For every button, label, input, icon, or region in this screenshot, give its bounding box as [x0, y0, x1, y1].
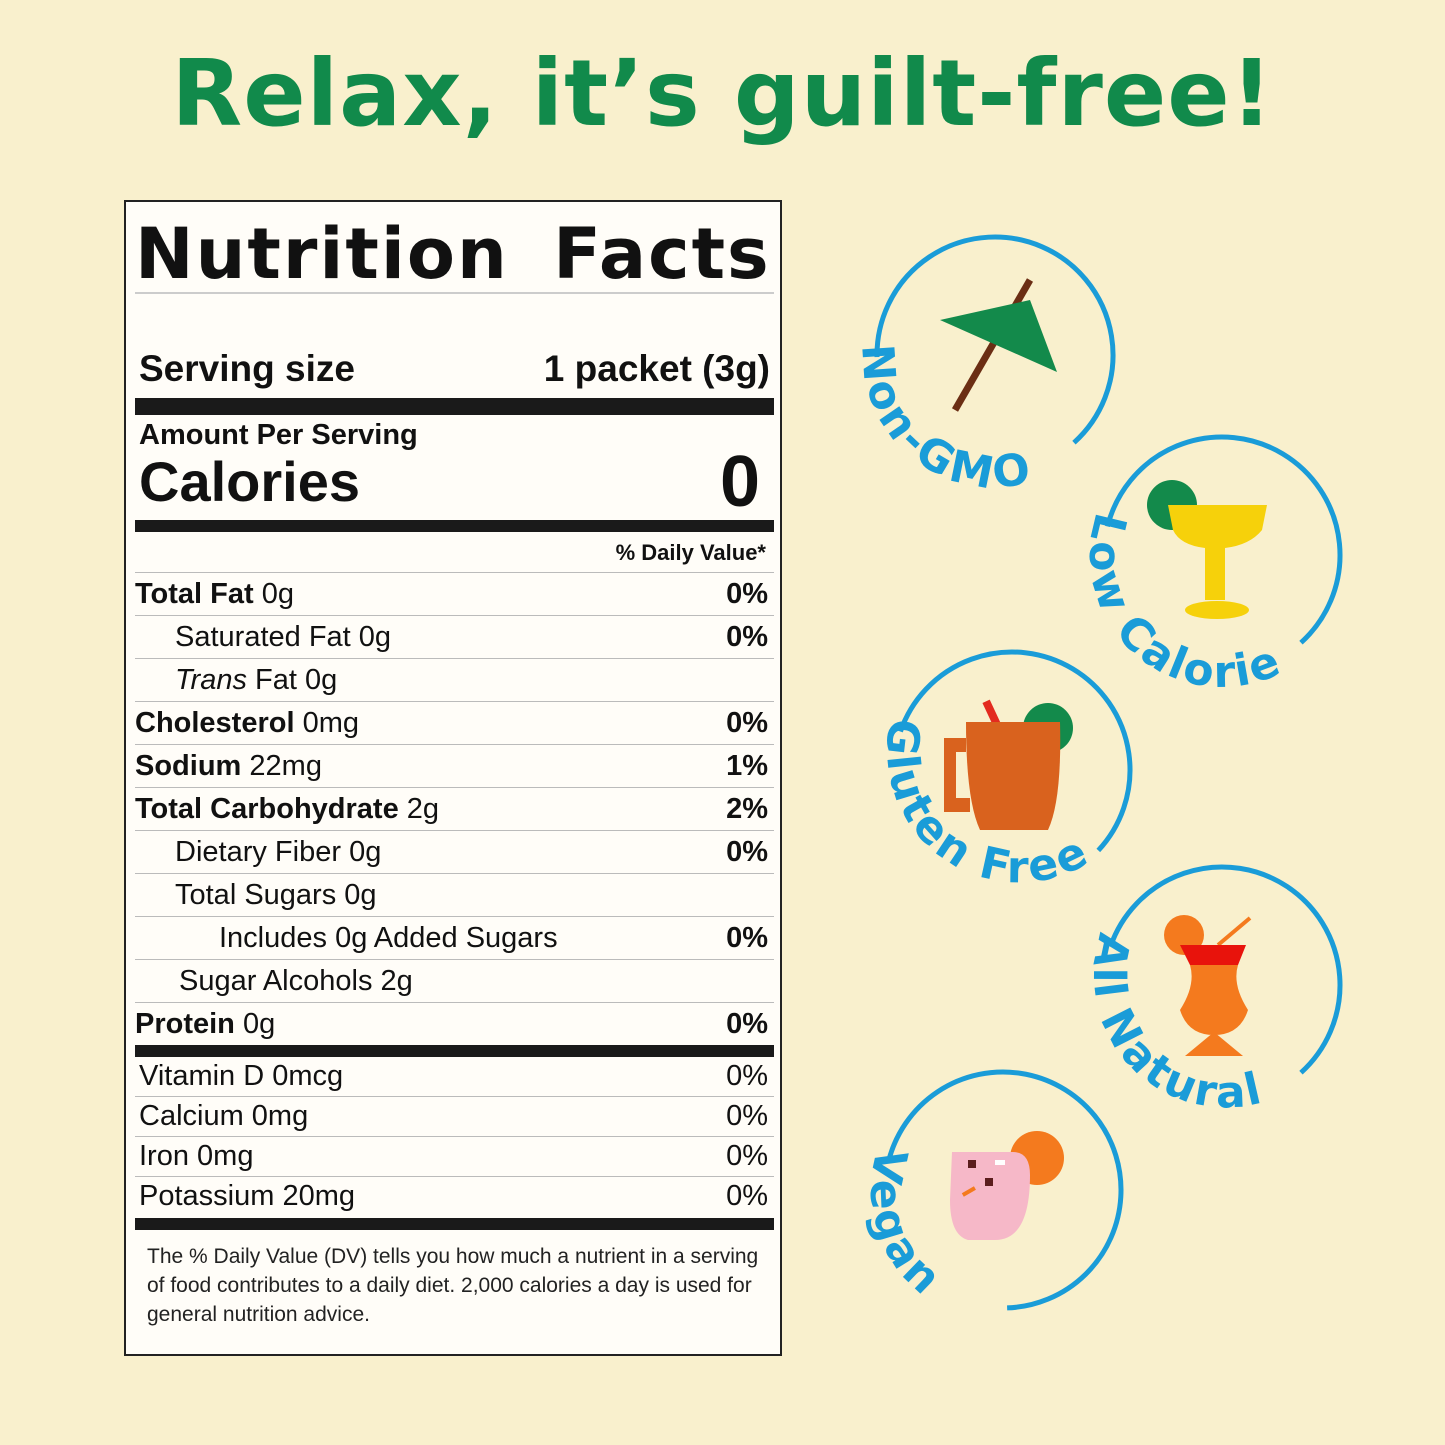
nutrient-name: Total Carbohydrate 2g [135, 793, 440, 825]
serving-label: Serving size [139, 348, 355, 389]
calories-value: 0 [719, 442, 760, 522]
pink-cocktail-icon [950, 1131, 1064, 1240]
badge-all-natural: All Natural [1083, 864, 1343, 1119]
vitamin-row: Calcium 0mg 0% [135, 1096, 774, 1136]
nutrient-name: Sugar Alcohols 2g [179, 965, 413, 997]
divider-thick [135, 398, 774, 415]
daily-value: 0% [726, 1008, 768, 1040]
nutrient-row: Protein 0g 0% [135, 1002, 774, 1045]
vitamin-row: Potassium 20mg 0% [135, 1176, 774, 1216]
nutrient-name: Protein 0g [135, 1008, 276, 1040]
daily-value: 2% [726, 793, 768, 825]
badge-label: Vegan [859, 1144, 950, 1304]
daily-value: 0% [726, 621, 768, 653]
footnote: The % Daily Value (DV) tells you how muc… [147, 1245, 759, 1326]
copper-mug-icon [944, 699, 1073, 830]
nutrient-row: Sugar Alcohols 2g [135, 959, 774, 1002]
nutrient-row: Total Fat 0g 0% [135, 572, 774, 615]
svg-text:Non-GMO: Non-GMO [851, 343, 1033, 500]
vitamin-row: Iron 0mg 0% [135, 1136, 774, 1176]
nutrient-name: Saturated Fat 0g [175, 621, 392, 653]
nutrient-row: Cholesterol 0mg 0% [135, 701, 774, 744]
badge-non-gmo: Non-GMO [851, 234, 1116, 500]
nutrient-row: Total Sugars 0g [135, 873, 774, 916]
vitamin-name: Calcium 0mg [139, 1100, 309, 1132]
hurricane-glass-icon [1164, 915, 1252, 1056]
daily-value-header: % Daily Value* [615, 540, 766, 565]
nutrient-name: Includes 0g Added Sugars [219, 922, 558, 954]
badge-vegan: Vegan [859, 1069, 1124, 1311]
badge-ring [1108, 864, 1343, 1075]
divider-thick [135, 1045, 774, 1057]
badge-gluten-free: Gluten Free [875, 649, 1133, 893]
badge-ring [1105, 434, 1343, 645]
daily-value: 0% [726, 922, 768, 954]
nutrient-row: Saturated Fat 0g 0% [135, 615, 774, 658]
nutrient-name: Total Sugars 0g [175, 879, 377, 911]
nutrient-name: Sodium 22mg [135, 750, 322, 782]
daily-value: 0% [726, 836, 768, 868]
badge-ring [886, 1069, 1124, 1311]
daily-value: 1% [726, 750, 768, 782]
nutrient-row: Sodium 22mg 1% [135, 744, 774, 787]
nutrition-facts-label: Nutrition Facts Serving size 1 packet (3… [124, 200, 782, 1356]
daily-value: 0% [726, 1180, 768, 1212]
badge-label: Non-GMO [851, 343, 1033, 500]
serving-size: Serving size 1 packet (3g) [135, 346, 774, 392]
vitamin-name: Potassium 20mg [139, 1180, 355, 1212]
nutrient-row: Dietary Fiber 0g 0% [135, 830, 774, 873]
calories: Calories 0 [135, 442, 774, 522]
badge-ring [898, 649, 1133, 853]
nutrient-row: Trans Fat 0g [135, 658, 774, 701]
daily-value: 0% [726, 578, 768, 610]
vitamin-name: Iron 0mg [139, 1140, 254, 1172]
headline: Relax, it’s guilt-free! [171, 40, 1274, 147]
daily-value: 0% [726, 1060, 768, 1092]
daily-value: 0% [726, 707, 768, 739]
nutrient-name: Dietary Fiber 0g [175, 836, 382, 868]
nutrient-name: Trans Fat 0g [175, 664, 338, 696]
badge-low-calorie: Low Calorie [1079, 434, 1343, 698]
nutrient-name: Total Fat 0g [135, 578, 295, 610]
svg-text:Vegan: Vegan [859, 1144, 950, 1304]
daily-value: 0% [726, 1140, 768, 1172]
serving-value: 1 packet (3g) [543, 348, 770, 389]
amount-per-serving: Amount Per Serving [139, 419, 418, 451]
cocktail-umbrella-icon [940, 278, 1057, 412]
vitamin-name: Vitamin D 0mcg [139, 1060, 344, 1092]
badge-ring [874, 234, 1116, 445]
nutrient-row: Total Carbohydrate 2g 2% [135, 787, 774, 830]
divider [135, 292, 774, 294]
vitamin-row: Vitamin D 0mcg 0% [135, 1057, 774, 1096]
daily-value: 0% [726, 1100, 768, 1132]
nutrient-name: Cholesterol 0mg [135, 707, 360, 739]
nutrition-title: Nutrition Facts [135, 213, 771, 295]
margarita-glass-icon [1147, 480, 1267, 619]
divider-thick [135, 1218, 774, 1230]
calories-label: Calories [139, 450, 360, 513]
divider-thick [135, 520, 774, 532]
nutrient-row: Includes 0g Added Sugars 0% [135, 916, 774, 959]
